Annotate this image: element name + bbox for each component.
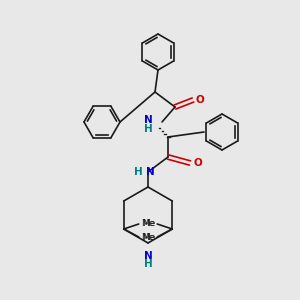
Text: H: H — [144, 259, 152, 269]
Text: N: N — [144, 115, 152, 125]
Text: N: N — [144, 251, 152, 261]
Text: N: N — [146, 167, 155, 177]
Text: Me: Me — [141, 232, 154, 242]
Text: Me: Me — [142, 220, 155, 229]
Text: O: O — [196, 95, 205, 105]
Text: Me: Me — [142, 232, 155, 242]
Text: H: H — [134, 167, 142, 177]
Text: O: O — [193, 158, 202, 168]
Text: H: H — [144, 124, 152, 134]
Text: Me: Me — [141, 220, 154, 229]
